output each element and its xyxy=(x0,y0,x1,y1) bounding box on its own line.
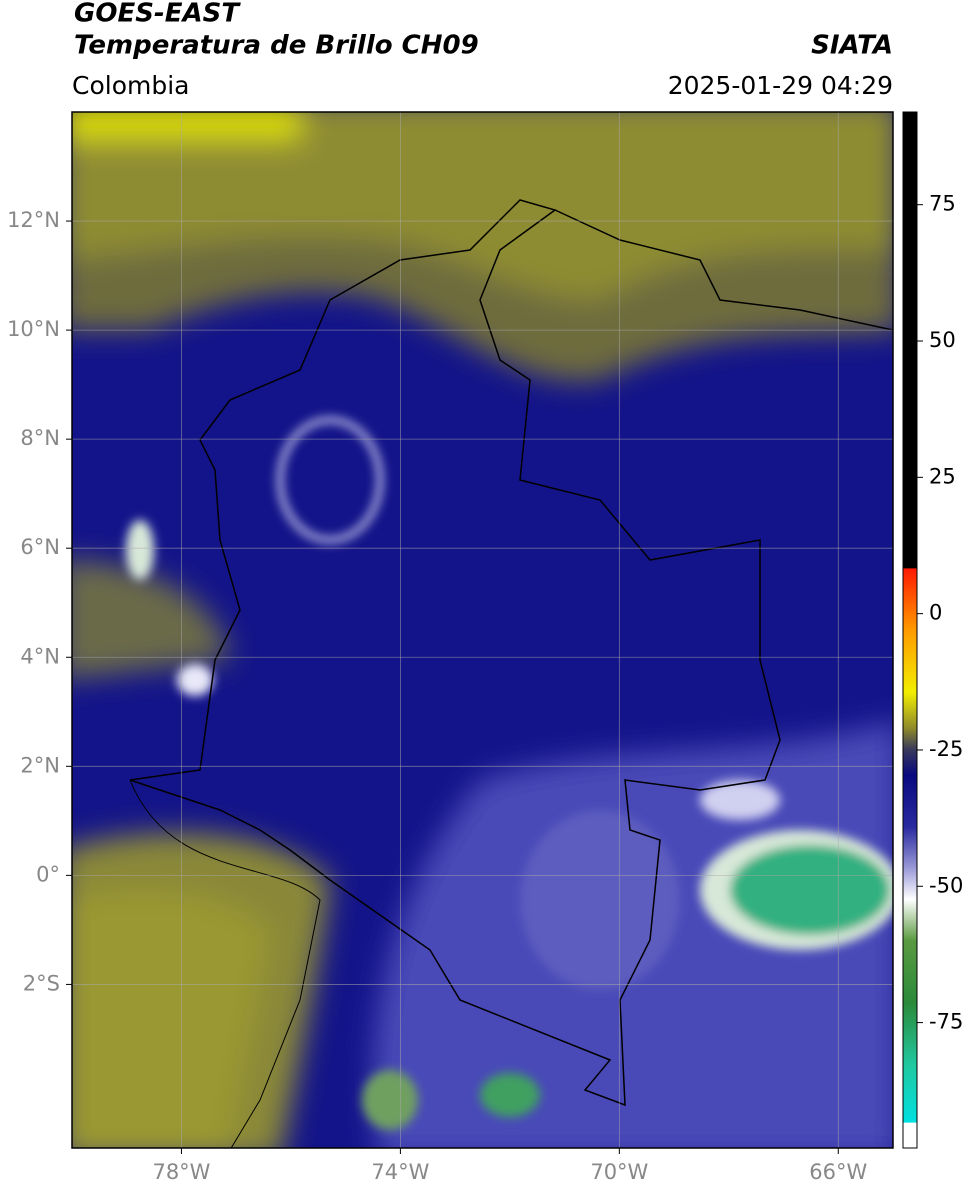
y-tick-label: 6°N xyxy=(20,535,60,559)
grid xyxy=(72,112,893,1148)
y-tick-label: 2°S xyxy=(23,971,60,995)
y-tick-label: 8°N xyxy=(20,426,60,450)
satellite-image xyxy=(72,112,893,1148)
colorbar-tick-label: -75 xyxy=(929,1010,963,1034)
x-tick-label: 70°W xyxy=(590,1160,648,1184)
subtitle: Temperatura de Brillo CH09 xyxy=(74,31,479,61)
y-tick-label: 12°N xyxy=(7,208,60,232)
region: Colombia xyxy=(72,71,189,100)
colorbar-tick-label: 25 xyxy=(929,464,956,488)
x-tick-label: 74°W xyxy=(371,1160,429,1184)
y-tick-label: 0° xyxy=(36,862,60,886)
y-tick-label: 4°N xyxy=(20,644,60,668)
title: GOES-EAST xyxy=(74,0,241,29)
colorbar xyxy=(902,111,918,1149)
colorbar-tick-label: -50 xyxy=(929,873,963,897)
colorbar-tick-label: -25 xyxy=(929,737,963,761)
y-tick-label: 10°N xyxy=(7,317,60,341)
colorbar-tick-label: 75 xyxy=(929,192,956,216)
timestamp: 2025-01-29 04:29 xyxy=(668,71,893,100)
source: SIATA xyxy=(811,31,893,61)
colorbar-tick-label: 50 xyxy=(929,328,956,352)
x-tick-label: 78°W xyxy=(152,1160,210,1184)
x-tick-label: 66°W xyxy=(809,1160,867,1184)
map-frame xyxy=(71,111,894,1149)
colorbar-tick-label: 0 xyxy=(929,601,942,625)
y-tick-label: 2°N xyxy=(20,753,60,777)
